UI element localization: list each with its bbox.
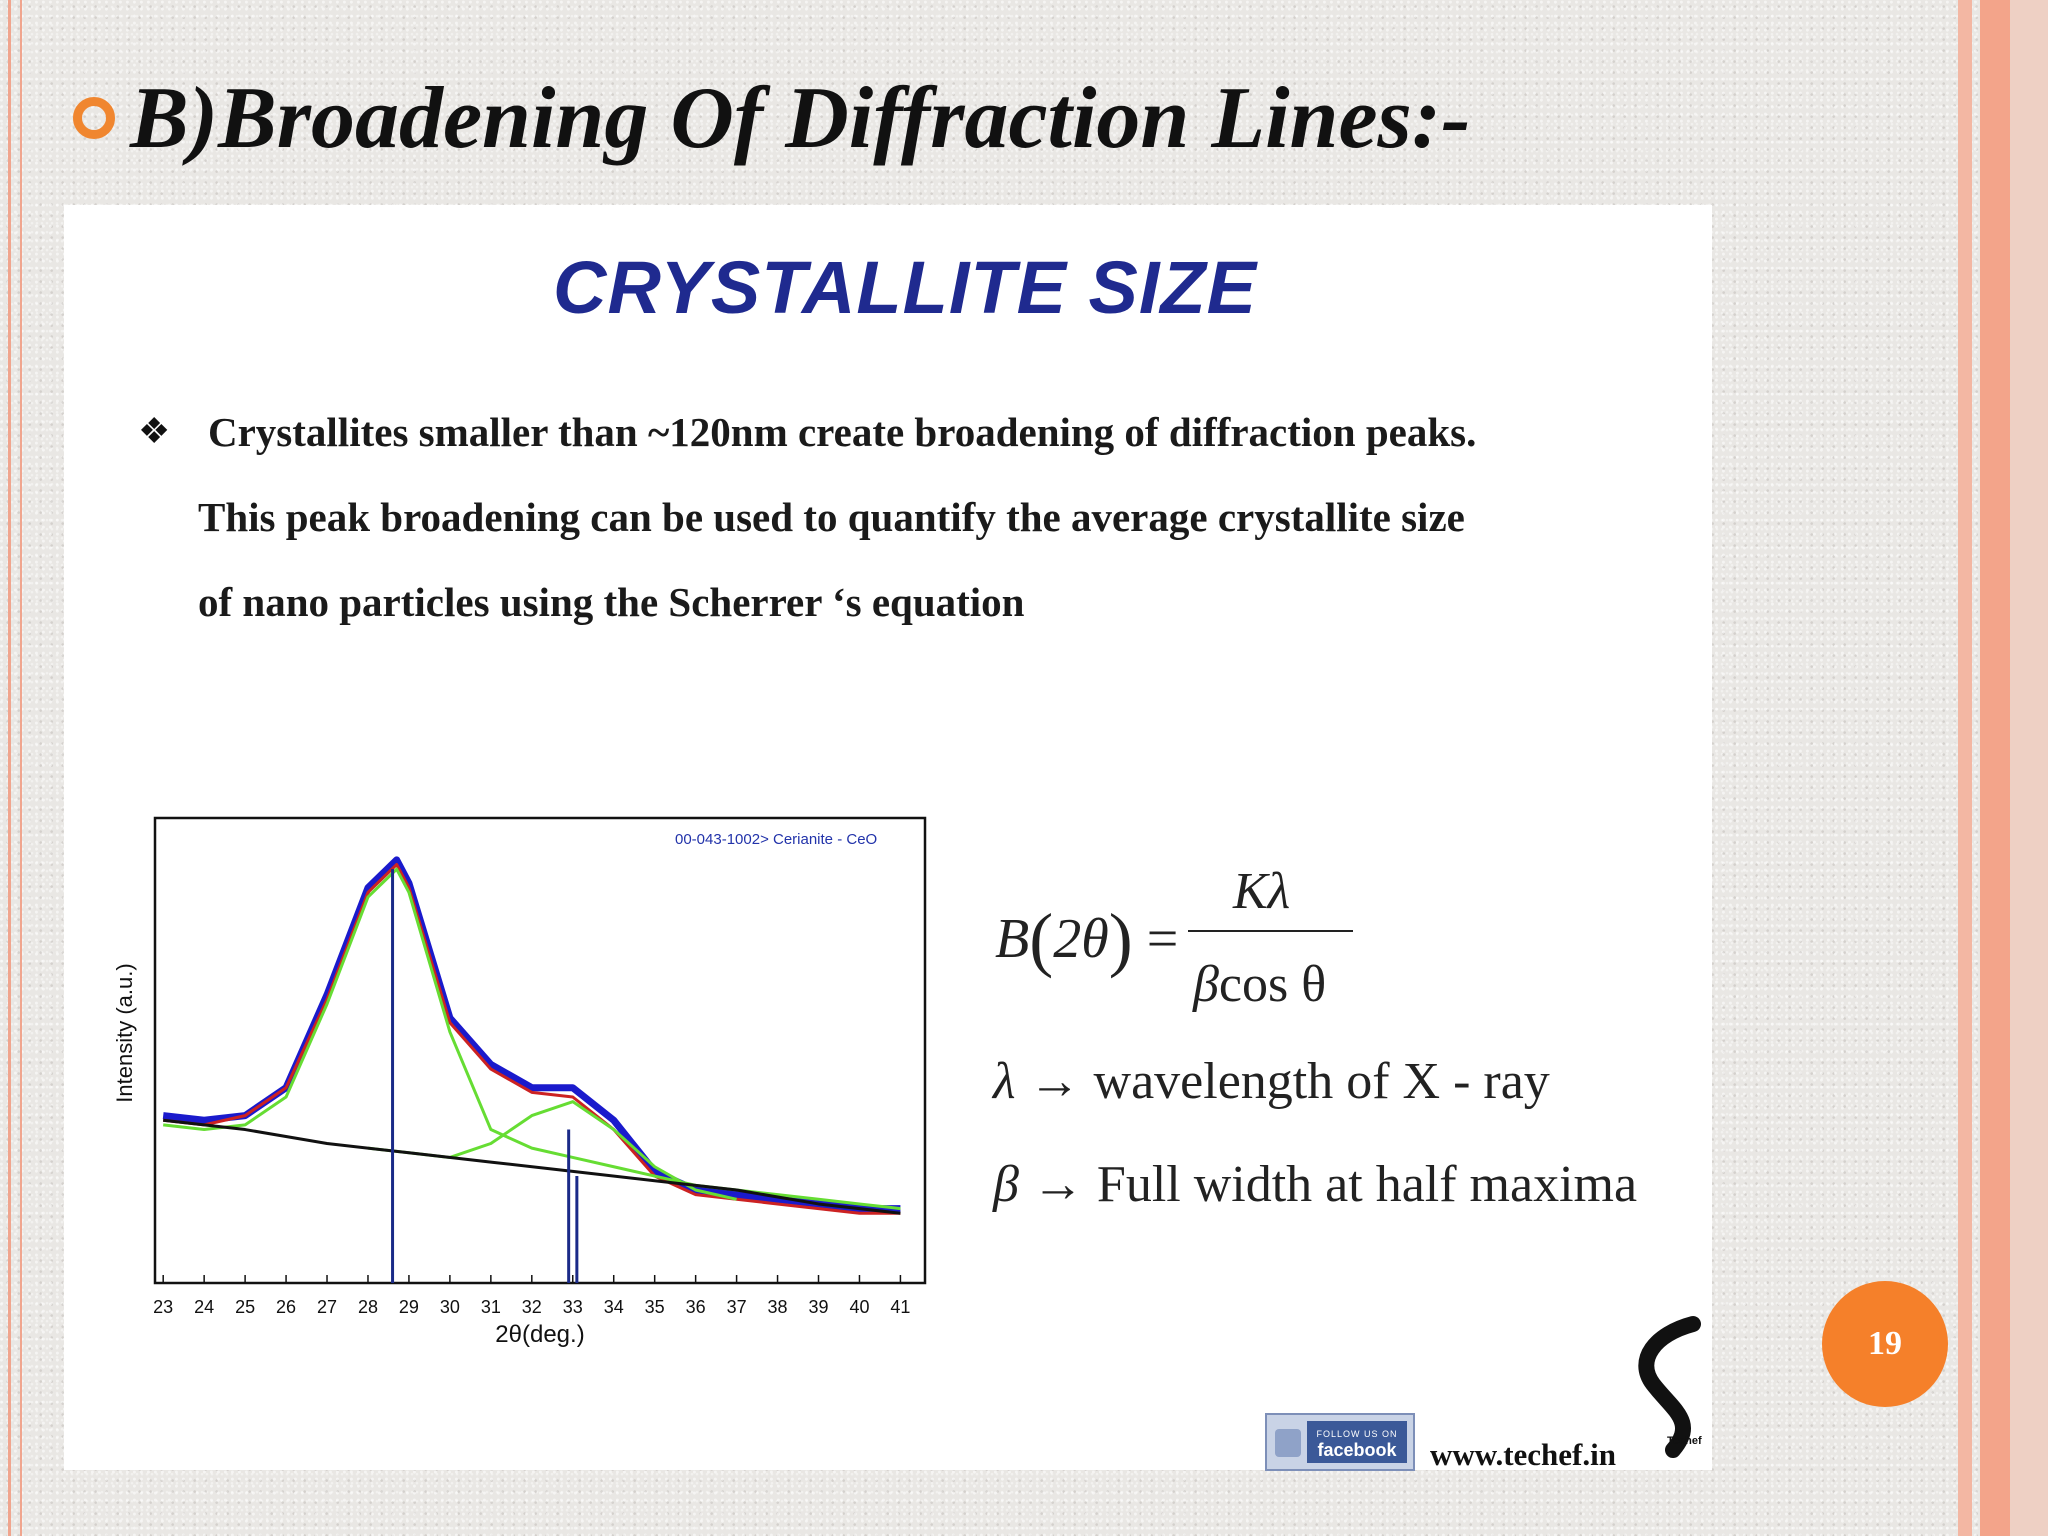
- x-tick-label: 40: [849, 1297, 869, 1317]
- facebook-follow-badge[interactable]: FOLLOW US ON facebook: [1265, 1413, 1415, 1471]
- formula-denominator: βcos θ: [1193, 955, 1326, 1014]
- x-tick-label: 29: [399, 1297, 419, 1317]
- left-border: [8, 0, 22, 1536]
- paragraph-line-3: of nano particles using the Scherrer ‘s …: [198, 579, 1025, 625]
- x-tick-label: 31: [481, 1297, 501, 1317]
- series-line-5: [163, 1118, 901, 1215]
- formula-lhs: B(2θ) =: [995, 899, 1179, 979]
- x-tick-label: 37: [727, 1297, 747, 1317]
- x-tick-label: 23: [153, 1297, 173, 1317]
- page-number-badge: 19: [1822, 1281, 1948, 1407]
- x-tick-label: 24: [194, 1297, 214, 1317]
- x-tick-label: 32: [522, 1297, 542, 1317]
- slide-title: B)Broadening Of Diffraction Lines:-: [130, 70, 1471, 167]
- formula-beta: β: [1193, 956, 1219, 1013]
- panel-heading: CRYSTALLITE SIZE: [553, 246, 1257, 329]
- x-tick-label: 25: [235, 1297, 255, 1317]
- x-tick-label: 26: [276, 1297, 296, 1317]
- x-tick-label: 35: [645, 1297, 665, 1317]
- right-border-stripe: [1958, 0, 1972, 1536]
- x-tick-label: 41: [890, 1297, 910, 1317]
- title-bullet-icon: [73, 97, 115, 139]
- x-tick-label: 30: [440, 1297, 460, 1317]
- right-border-stripe: [1980, 0, 2010, 1536]
- series-line-3: [163, 867, 901, 1211]
- plot-frame: [153, 816, 927, 1285]
- series-line-2: [163, 863, 901, 1215]
- x-tick-label: 34: [604, 1297, 624, 1317]
- formula-arg: 2θ: [1053, 908, 1109, 970]
- chart-annotation: 00-043-1002> Cerianite - CeO: [675, 831, 877, 848]
- arrow-right-icon: →: [1028, 1053, 1081, 1110]
- site-url-link[interactable]: www.techef.in: [1430, 1437, 1616, 1472]
- x-axis-label: 2θ(deg.): [495, 1321, 584, 1348]
- x-tick-label: 39: [808, 1297, 828, 1317]
- right-border-stripe: [2010, 0, 2048, 1536]
- y-axis-label: Intensity (a.u.): [112, 963, 137, 1102]
- formula-B: B: [995, 908, 1030, 970]
- legend-beta: β → Full width at half maxima: [993, 1156, 1638, 1213]
- techef-logo: Techef: [1638, 1316, 1702, 1458]
- x-tick-label: 28: [358, 1297, 378, 1317]
- x-tick-label: 33: [563, 1297, 583, 1317]
- formula-cos: cos θ: [1218, 956, 1327, 1013]
- x-tick-label: 38: [768, 1297, 788, 1317]
- thumbs-up-icon: [1275, 1429, 1301, 1457]
- paragraph-line-2: This peak broadening can be used to quan…: [198, 494, 1465, 540]
- paragraph-line-1: Crystallites smaller than ~120nm create …: [208, 409, 1477, 455]
- svg-text:Techef: Techef: [1667, 1435, 1702, 1447]
- formula-fraction-bar: [1188, 930, 1353, 932]
- xrd-chart: 23 24 25 26 27 28 29 30 31 32 33 34 35 36 37 38 39 40 41 0…: [112, 816, 927, 1348]
- bullet-diamond-icon: ❖: [138, 411, 171, 451]
- formula-numerator: Kλ: [1233, 863, 1291, 920]
- x-tick-label: 36: [686, 1297, 706, 1317]
- legend-lambda: λ → wavelength of X - ray: [993, 1053, 1550, 1110]
- x-tick-label: 27: [317, 1297, 337, 1317]
- arrow-right-icon: →: [1031, 1156, 1084, 1213]
